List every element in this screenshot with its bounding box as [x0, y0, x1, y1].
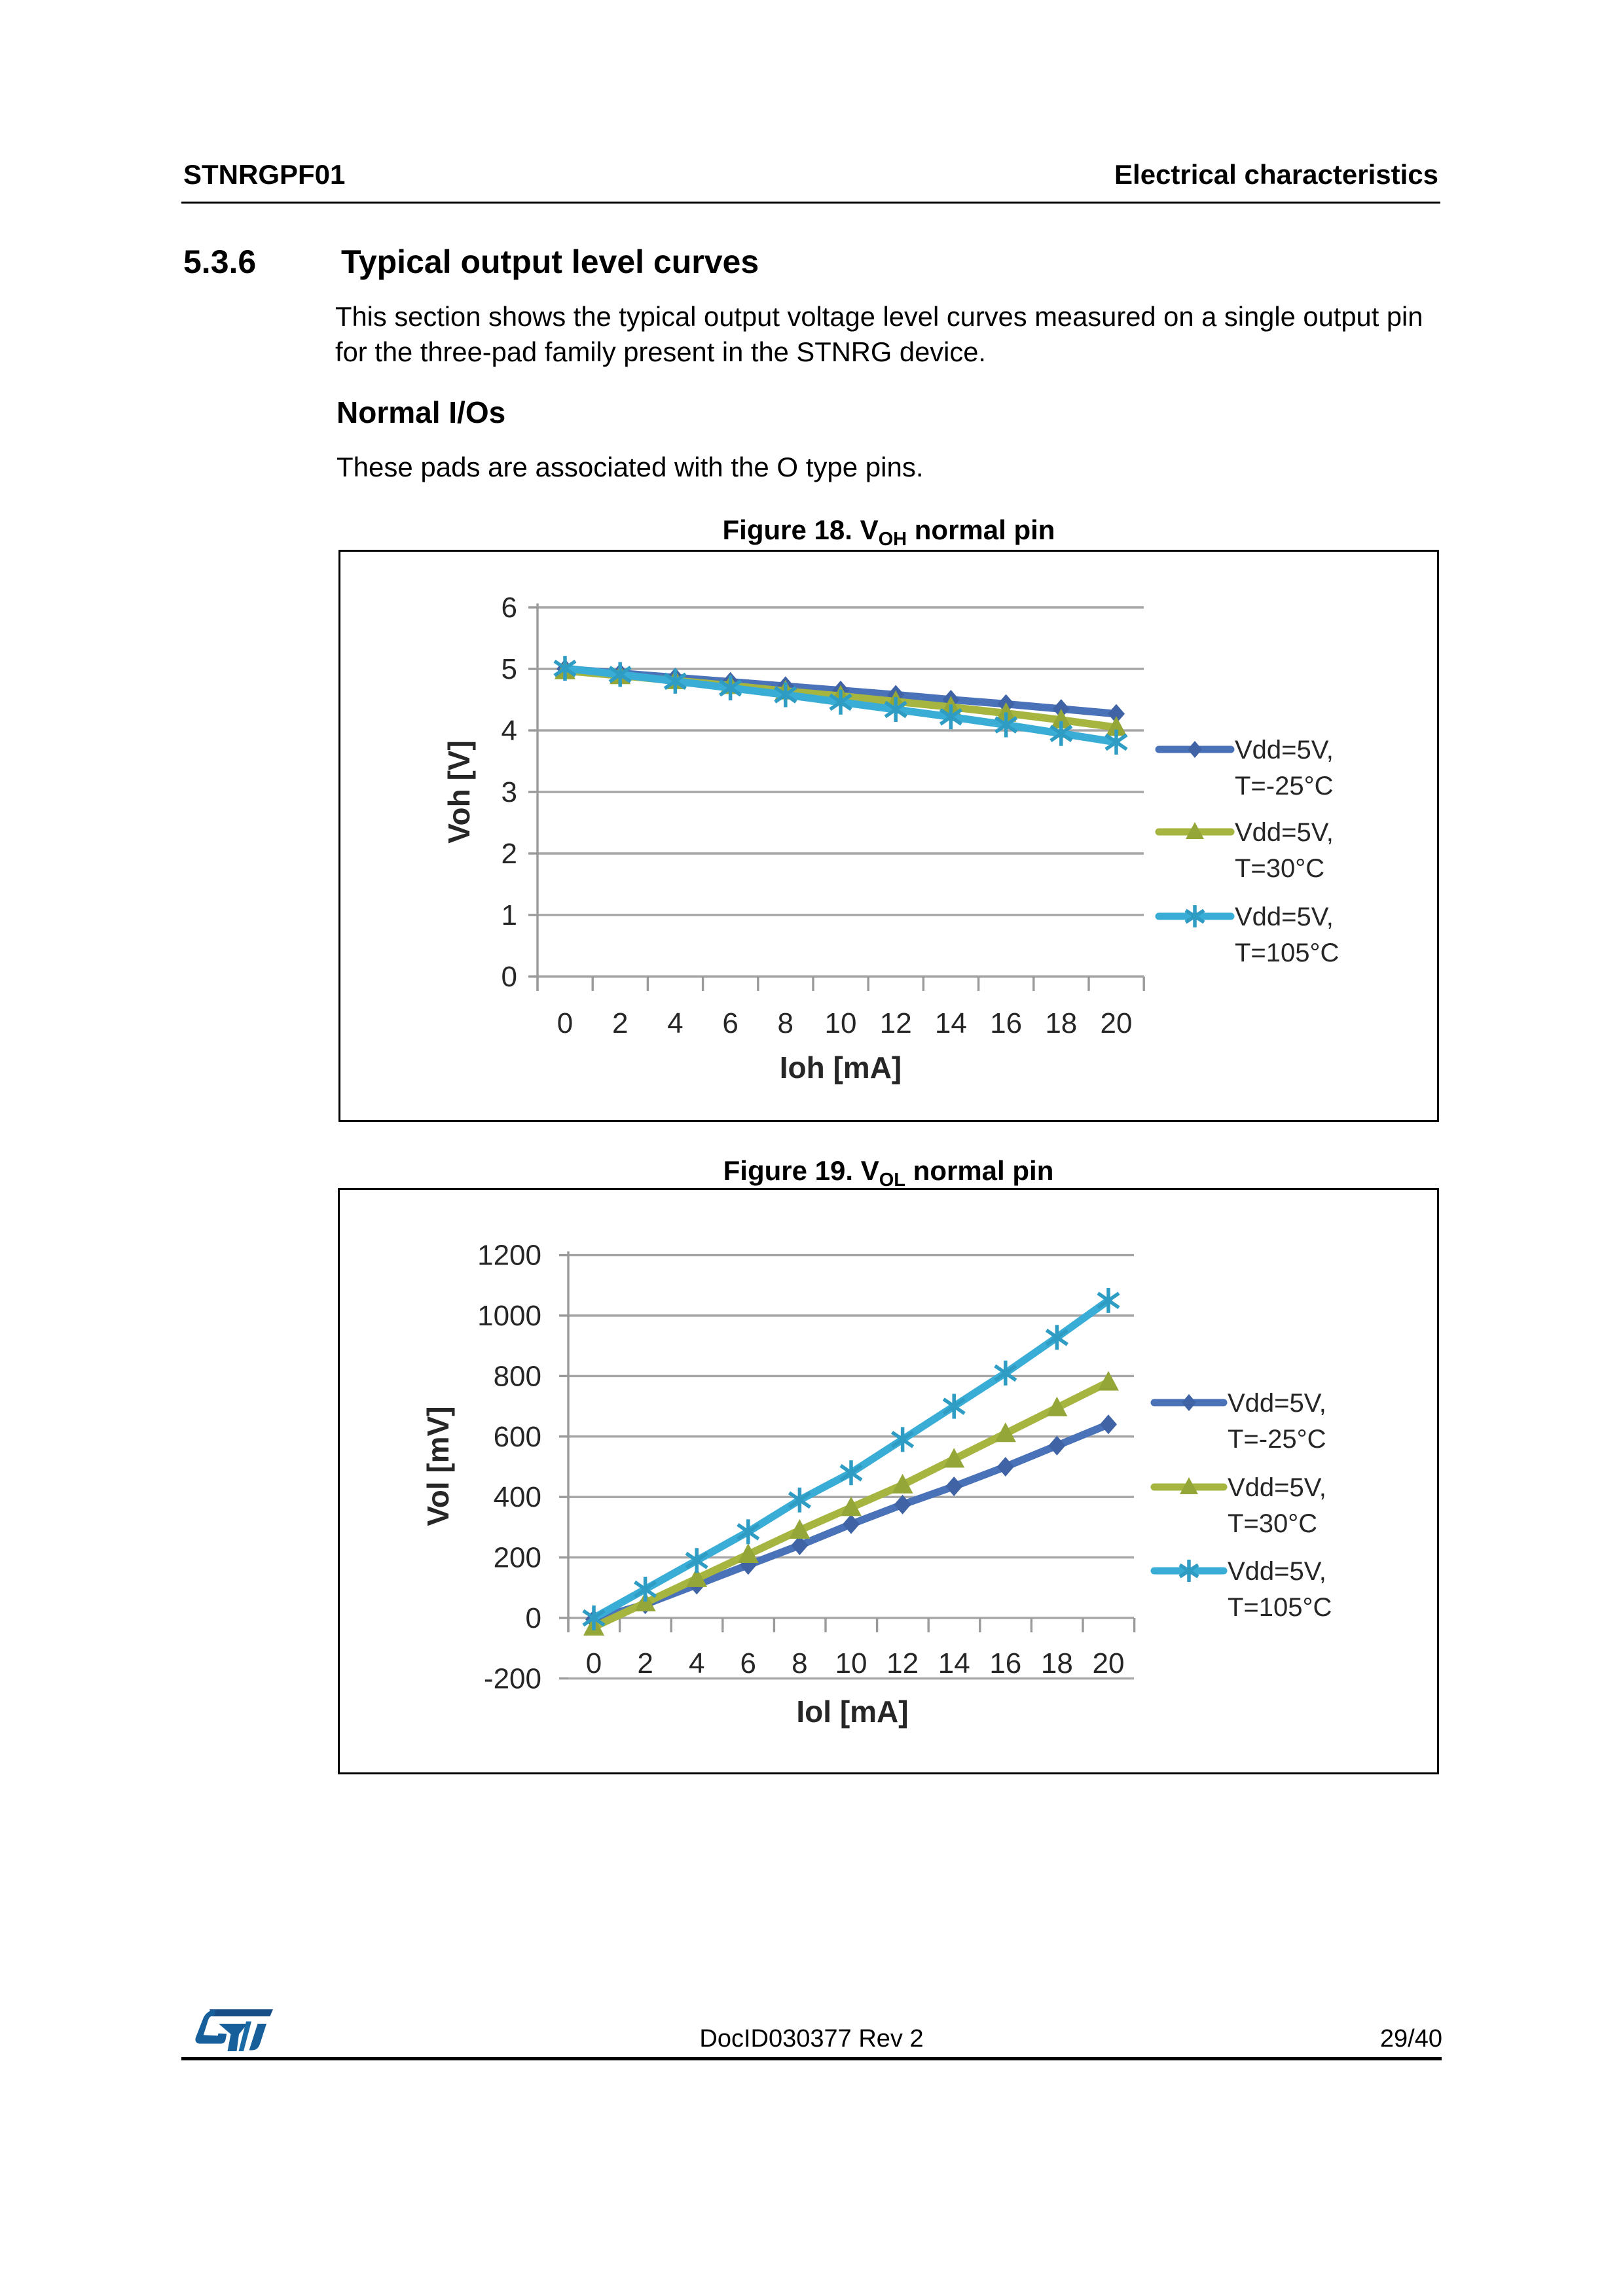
svg-text:5: 5 — [501, 653, 517, 685]
svg-text:1000: 1000 — [477, 1300, 541, 1332]
svg-text:400: 400 — [494, 1481, 541, 1513]
svg-text:0: 0 — [586, 1647, 602, 1679]
svg-text:Vdd=5V,: Vdd=5V, — [1228, 1389, 1326, 1418]
svg-text:8: 8 — [778, 1007, 793, 1039]
svg-text:T=105°C: T=105°C — [1235, 939, 1339, 967]
svg-text:2: 2 — [501, 838, 517, 870]
svg-text:16: 16 — [989, 1647, 1021, 1679]
svg-text:Vdd=5V,: Vdd=5V, — [1235, 903, 1334, 931]
svg-text:T=30°C: T=30°C — [1235, 854, 1324, 883]
svg-text:4: 4 — [667, 1007, 683, 1039]
svg-text:6: 6 — [740, 1647, 756, 1679]
svg-text:8: 8 — [792, 1647, 807, 1679]
svg-text:Ioh [mA]: Ioh [mA] — [780, 1050, 902, 1085]
svg-text:Vol [mV]: Vol [mV] — [421, 1406, 455, 1526]
svg-text:12: 12 — [886, 1647, 919, 1679]
svg-text:6: 6 — [501, 592, 517, 624]
svg-text:Voh [V]: Voh [V] — [442, 740, 476, 844]
svg-text:18: 18 — [1045, 1007, 1077, 1039]
svg-text:10: 10 — [825, 1007, 857, 1039]
svg-text:0: 0 — [557, 1007, 573, 1039]
svg-text:4: 4 — [689, 1647, 704, 1679]
svg-text:T=30°C: T=30°C — [1228, 1509, 1317, 1538]
svg-text:-200: -200 — [484, 1662, 541, 1695]
svg-text:20: 20 — [1093, 1647, 1125, 1679]
svg-text:T=105°C: T=105°C — [1228, 1593, 1332, 1622]
svg-text:18: 18 — [1041, 1647, 1073, 1679]
svg-text:200: 200 — [494, 1542, 541, 1574]
svg-text:Vdd=5V,: Vdd=5V, — [1235, 818, 1334, 847]
svg-text:T=-25°C: T=-25°C — [1235, 772, 1334, 800]
svg-text:12: 12 — [880, 1007, 912, 1039]
svg-text:2: 2 — [612, 1007, 628, 1039]
svg-text:1200: 1200 — [477, 1240, 541, 1272]
svg-text:Iol [mA]: Iol [mA] — [796, 1695, 908, 1729]
svg-text:10: 10 — [835, 1647, 867, 1679]
svg-text:Vdd=5V,: Vdd=5V, — [1228, 1473, 1326, 1502]
svg-text:20: 20 — [1101, 1007, 1133, 1039]
svg-text:1: 1 — [501, 899, 517, 931]
svg-text:4: 4 — [501, 715, 517, 747]
svg-text:16: 16 — [990, 1007, 1022, 1039]
svg-text:0: 0 — [501, 961, 517, 993]
svg-text:0: 0 — [526, 1602, 541, 1634]
svg-text:14: 14 — [938, 1647, 970, 1679]
svg-text:Vdd=5V,: Vdd=5V, — [1228, 1557, 1326, 1586]
svg-text:14: 14 — [935, 1007, 967, 1039]
svg-text:Vdd=5V,: Vdd=5V, — [1235, 736, 1334, 764]
svg-text:6: 6 — [722, 1007, 738, 1039]
svg-text:2: 2 — [637, 1647, 653, 1679]
svg-text:600: 600 — [494, 1421, 541, 1453]
svg-text:3: 3 — [501, 776, 517, 808]
svg-text:T=-25°C: T=-25°C — [1228, 1425, 1326, 1454]
svg-text:800: 800 — [494, 1360, 541, 1392]
